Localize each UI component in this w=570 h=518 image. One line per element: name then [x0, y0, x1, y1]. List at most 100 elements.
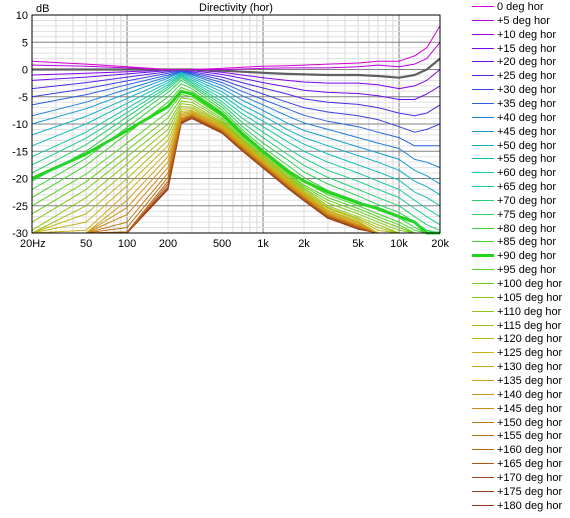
- legend-item: +145 deg hor: [470, 402, 570, 416]
- series-line-20-deg-hor: [31, 69, 441, 100]
- legend-item: 0 deg hor: [470, 0, 570, 14]
- legend-label: +60 deg hor: [497, 167, 557, 180]
- legend-label: +95 deg hor: [497, 264, 557, 277]
- legend-item: +155 deg hor: [470, 429, 570, 443]
- series-line-75-deg-hor: [31, 79, 441, 234]
- legend-label: +140 deg hor: [497, 388, 563, 401]
- x-tick-label: 2k: [298, 238, 310, 250]
- legend-label: +55 deg hor: [497, 153, 557, 166]
- legend-item: +5 deg hor: [470, 14, 570, 28]
- legend-swatch: [472, 89, 494, 91]
- legend-label: +130 deg hor: [497, 361, 563, 374]
- y-tick-label: -25: [12, 201, 28, 213]
- series-line-0-deg-hor: [31, 25, 441, 70]
- y-tick-label: -15: [12, 146, 28, 158]
- legend-swatch: [472, 213, 494, 215]
- legend-item: +170 deg hor: [470, 471, 570, 485]
- x-tick-label: 10k: [390, 238, 408, 250]
- legend-swatch: [472, 199, 494, 201]
- legend-item: +75 deg hor: [470, 208, 570, 222]
- y-tick-label: -30: [12, 228, 28, 240]
- x-tick-label: 50: [80, 238, 92, 250]
- legend-swatch: [472, 158, 494, 160]
- legend-label: +150 deg hor: [497, 416, 563, 429]
- legend-label: +115 deg hor: [497, 319, 562, 332]
- x-tick-labels: 20Hz 50 100 200 500 1k 2k 5k 10k 20k: [20, 238, 449, 250]
- legend-item: +175 deg hor: [470, 485, 570, 499]
- legend-label: +10 deg hor: [497, 28, 557, 41]
- legend-swatch: [472, 254, 494, 258]
- legend-item: +125 deg hor: [470, 346, 570, 360]
- legend-swatch: [472, 172, 494, 174]
- legend-item: +10 deg hor: [470, 28, 570, 42]
- legend-label: +75 deg hor: [497, 208, 557, 221]
- legend-item: +35 deg hor: [470, 97, 570, 111]
- y-tick-label: -10: [12, 119, 28, 131]
- legend-item: +100 deg hor: [470, 277, 570, 291]
- y-tick-label: 10: [16, 10, 28, 22]
- legend-item: +110 deg hor: [470, 305, 570, 319]
- legend-swatch: [472, 283, 494, 284]
- legend-swatch: [472, 33, 494, 35]
- legend-item: +85 deg hor: [470, 235, 570, 249]
- legend-swatch: [472, 144, 494, 146]
- legend-swatch: [472, 352, 494, 354]
- legend-label: +25 deg hor: [497, 70, 557, 83]
- legend-label: +155 deg hor: [497, 430, 563, 443]
- legend-swatch: [472, 504, 494, 506]
- legend-item: +115 deg hor: [470, 319, 570, 333]
- legend-label: +50 deg hor: [497, 139, 557, 152]
- legend-swatch: [472, 310, 494, 312]
- series-line-70-deg-hor: [31, 77, 441, 231]
- legend-label: +170 deg hor: [497, 471, 563, 484]
- legend-label: +105 deg hor: [497, 291, 563, 304]
- legend-item: +135 deg hor: [470, 374, 570, 388]
- series-line-100-deg-hor: [31, 97, 440, 234]
- legend-label: +160 deg hor: [497, 444, 563, 457]
- legend-swatch: [472, 366, 494, 368]
- legend-swatch: [472, 490, 494, 492]
- legend-label: +30 deg hor: [497, 84, 557, 97]
- x-tick-label: 5k: [352, 238, 364, 250]
- legend-swatch: [472, 296, 494, 298]
- legend-label: +65 deg hor: [497, 181, 557, 194]
- legend-swatch: [472, 130, 494, 132]
- series-line-80-deg-hor: [31, 83, 440, 234]
- legend-swatch: [472, 75, 494, 77]
- legend-swatch: [472, 463, 494, 465]
- legend-item: +45 deg hor: [470, 125, 570, 139]
- legend-item: +90 deg hor: [470, 249, 570, 263]
- legend-swatch: [472, 449, 494, 451]
- legend-label: +165 deg hor: [497, 458, 563, 471]
- legend-swatch: [472, 269, 494, 271]
- legend-label: 0 deg hor: [497, 1, 544, 13]
- x-tick-label: 1k: [257, 238, 269, 250]
- series-lines: [31, 25, 441, 235]
- y-tick-labels: 10 5 0 -5 -10 -15 -20 -25 -30: [12, 10, 28, 240]
- legend-item: +120 deg hor: [470, 332, 570, 346]
- legend-label: +110 deg hor: [497, 305, 562, 318]
- series-line-90-deg-hor: [31, 89, 440, 235]
- series-line-85-deg-hor: [31, 87, 440, 234]
- x-tick-label: 20Hz: [20, 238, 46, 250]
- x-tick-label: 500: [213, 238, 231, 250]
- legend-swatch: [472, 6, 494, 7]
- plot-frame: [31, 14, 441, 234]
- legend-swatch: [472, 116, 494, 118]
- x-tick-label: 20k: [431, 238, 449, 250]
- legend-item: +150 deg hor: [470, 416, 570, 430]
- legend-item: +80 deg hor: [470, 222, 570, 236]
- legend-label: +70 deg hor: [497, 194, 557, 207]
- legend-label: +120 deg hor: [497, 333, 563, 346]
- series-line-40-deg-hor: [31, 71, 441, 169]
- legend-swatch: [472, 407, 494, 409]
- legend-item: +55 deg hor: [470, 152, 570, 166]
- legend-item: +140 deg hor: [470, 388, 570, 402]
- legend-item: +50 deg hor: [470, 139, 570, 153]
- legend-label: +90 deg hor: [497, 250, 557, 263]
- y-tick-label: -20: [12, 174, 28, 186]
- legend-swatch: [472, 393, 494, 395]
- legend-swatch: [472, 379, 494, 381]
- series-line-55-deg-hor: [31, 73, 441, 207]
